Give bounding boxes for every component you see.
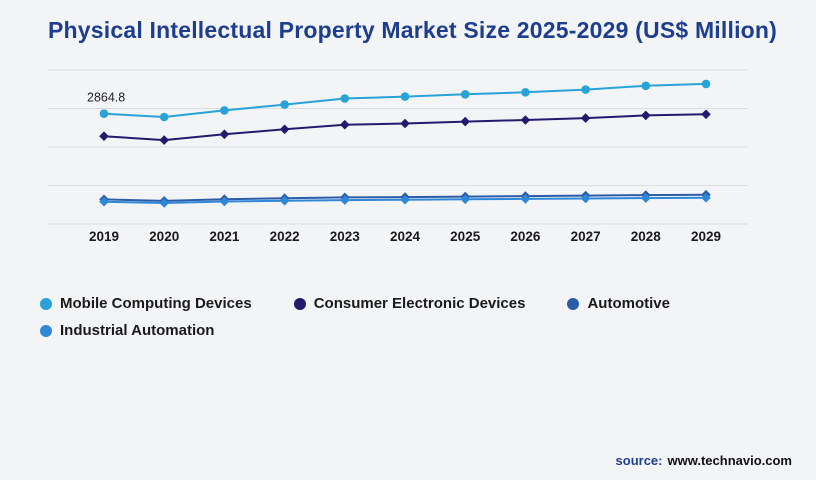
x-tick-label: 2028 [631,229,662,244]
legend-item-consumer-electronic-devices[interactable]: Consumer Electronic Devices [293,295,526,312]
data-point [520,194,531,204]
legend-dot-icon [567,297,580,310]
data-point [460,116,470,127]
data-point [400,194,410,205]
data-point [159,198,169,208]
data-point [340,119,350,130]
data-point [400,92,410,101]
data-point [641,193,651,203]
legend-item-industrial-automation[interactable]: Industrial Automation [40,322,214,339]
data-point [641,110,651,121]
data-point [340,195,350,205]
legend-label: Consumer Electronic Devices [313,295,526,312]
x-tick-label: 2022 [270,229,300,244]
data-point [580,193,591,204]
data-point [159,135,169,145]
x-tick-label: 2020 [149,229,179,244]
x-tick-label: 2027 [571,229,601,244]
legend-label: Industrial Automation [60,322,215,339]
legend-dot-icon [293,297,306,310]
data-point [521,88,530,97]
x-tick-label: 2021 [209,229,240,244]
data-point [581,85,590,94]
data-point [460,194,470,205]
value-annotation: 2864.8 [87,91,125,105]
legend-dot-icon [40,297,52,310]
data-point [641,81,651,91]
data-point [219,196,230,207]
source-url[interactable]: www.technavio.com [667,453,793,468]
data-point [99,131,109,141]
legend-label: Automotive [587,295,670,312]
data-point [159,112,169,122]
data-point [99,109,109,118]
source-attribution: source: www.technavio.com [616,453,792,468]
x-tick-label: 2019 [89,229,119,244]
chart-area: 2019 2020 2021 2022 2023 2024 2025 2026 2027 2028… [0,51,816,261]
data-point [580,113,591,123]
legend-dot-icon [40,324,52,337]
legend-item-automotive[interactable]: Automotive [567,295,670,312]
page-title: Physical Intellectual Property Market Si… [48,17,778,43]
source-label: source: [615,453,663,468]
data-point [279,124,290,135]
data-point [460,90,470,99]
data-point [701,109,711,120]
x-tick-label: 2024 [390,229,421,244]
data-point [220,106,229,115]
legend-item-mobile-computing-devices[interactable]: Mobile Computing Devices [40,295,252,312]
line-chart: 2019 2020 2021 2022 2023 2024 2025 2026 2027 2028… [48,69,748,244]
data-point [520,115,531,125]
data-point [701,79,711,89]
chart-legend: Mobile Computing Devices Consumer Electr… [40,295,760,339]
data-point [280,100,289,109]
legend-label: Mobile Computing Devices [60,295,252,312]
x-tick-label: 2026 [510,229,541,244]
x-tick-label: 2029 [691,229,721,244]
data-point [701,193,711,203]
x-tick-label: 2023 [330,229,361,244]
data-point [219,129,230,140]
data-point [279,195,290,206]
data-point [400,118,410,129]
data-point [99,196,109,207]
x-tick-label: 2025 [450,229,481,244]
data-point [340,94,350,103]
